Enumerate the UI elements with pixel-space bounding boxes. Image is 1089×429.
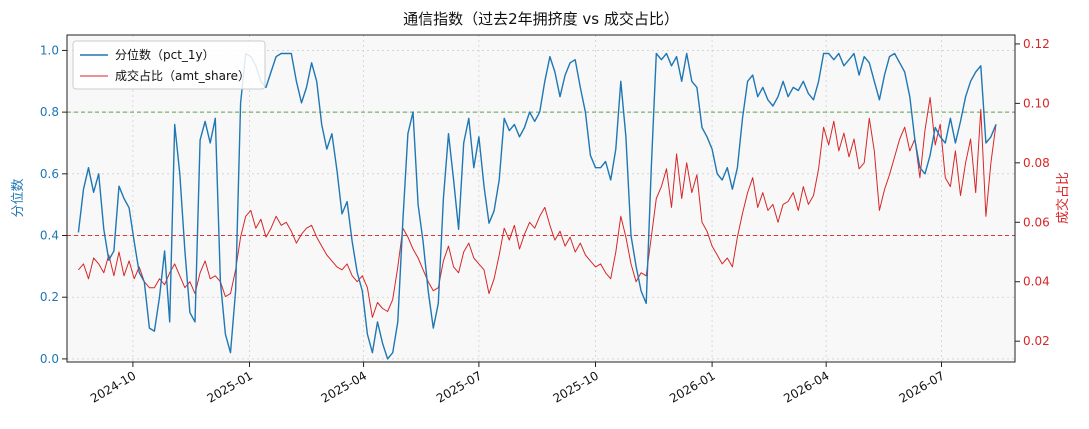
- series-lines: [77, 52, 997, 360]
- y-left-tick-label: 0.6: [40, 167, 59, 181]
- series-line-amt-share: [78, 96, 997, 318]
- y-axis-left: 0.0 0.2 0.4 0.6 0.8 1.0: [40, 43, 67, 366]
- y-left-tick-label: 1.0: [40, 43, 59, 57]
- y-left-tick-label: 0.4: [40, 229, 59, 243]
- y-right-tick-label: 0.02: [1023, 334, 1050, 348]
- y-right-tick-label: 0.04: [1023, 275, 1050, 289]
- legend-box: [72, 40, 266, 90]
- y-left-tick-label: 0.8: [40, 105, 59, 119]
- grid-lines: [67, 35, 1015, 362]
- y-left-tick-label: 0.2: [40, 290, 59, 304]
- series-line-pct-1y: [77, 52, 997, 360]
- y-right-tick-label: 0.06: [1023, 215, 1050, 229]
- y-axis-right-label: 成交占比: [1055, 172, 1071, 224]
- y-axis-left-label: 分位数: [11, 178, 26, 217]
- plot-frame: [66, 34, 1016, 363]
- legend-label-pct: 分位数（pct_1y）: [115, 47, 215, 62]
- legend-label-share: 成交占比（amt_share）: [115, 68, 250, 83]
- y-right-tick-label: 0.10: [1023, 96, 1050, 110]
- y-axis-right: 0.02 0.04 0.06 0.08 0.10 0.12: [1015, 37, 1050, 348]
- chart-title: 通信指数（过去2年拥挤度 vs 成交占比）: [403, 10, 679, 28]
- y-right-tick-label: 0.08: [1023, 156, 1050, 170]
- y-left-tick-label: 0.0: [40, 352, 59, 366]
- y-right-tick-label: 0.12: [1023, 37, 1050, 51]
- legend: 分位数（pct_1y） 成交占比（amt_share）: [72, 40, 266, 90]
